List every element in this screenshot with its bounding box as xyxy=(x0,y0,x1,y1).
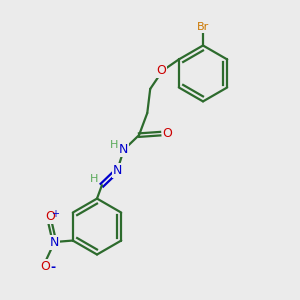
Text: N: N xyxy=(119,143,128,156)
Text: O: O xyxy=(40,260,50,273)
Text: O: O xyxy=(163,127,172,140)
Text: H: H xyxy=(89,174,98,184)
Text: O: O xyxy=(45,210,55,223)
Text: Br: Br xyxy=(197,22,209,32)
Text: -: - xyxy=(50,261,55,274)
Text: +: + xyxy=(51,209,59,219)
Text: N: N xyxy=(50,236,59,248)
Text: H: H xyxy=(110,140,118,150)
Text: O: O xyxy=(156,64,166,77)
Text: N: N xyxy=(112,164,122,177)
